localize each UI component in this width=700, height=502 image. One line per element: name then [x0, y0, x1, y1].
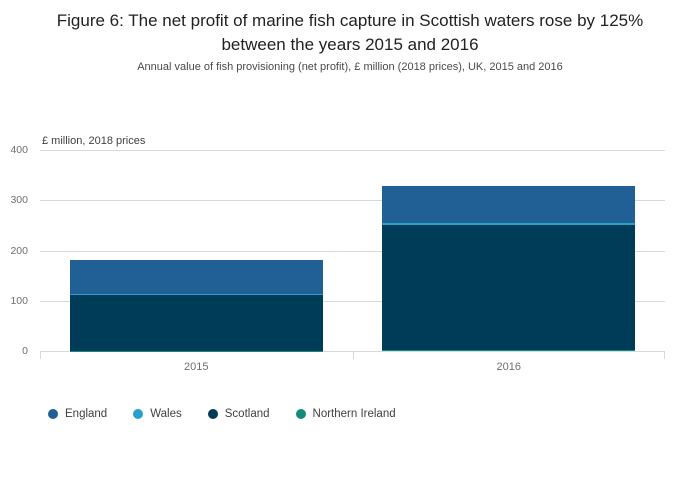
y-tick-label: 200 — [10, 244, 28, 257]
legend-item-northern-ireland[interactable]: Northern Ireland — [295, 408, 396, 420]
bar-segment-england-2015 — [69, 260, 323, 294]
y-tick-label: 0 — [22, 345, 28, 357]
legend: England Wales Scotland Northern Ireland — [48, 408, 396, 420]
x-axis: 2015 2016 — [40, 352, 665, 378]
legend-item-scotland[interactable]: Scotland — [207, 408, 270, 420]
y-tick-label: 100 — [10, 294, 28, 307]
legend-item-england[interactable]: England — [48, 408, 107, 420]
axis-tick — [40, 352, 41, 359]
gridline — [40, 300, 665, 302]
legend-label: Scotland — [224, 408, 270, 420]
bar-segment-wales-2015 — [69, 293, 323, 296]
legend-label: Northern Ireland — [312, 408, 396, 420]
axis-tick — [352, 352, 354, 359]
gridline — [40, 150, 665, 151]
legend-dot-scotland — [207, 409, 218, 419]
y-axis: 0 100 200 300 400 — [0, 144, 32, 357]
x-tick-label: 2016 — [496, 361, 521, 373]
bar-segment-wales-2016 — [382, 223, 636, 226]
chart-title: Figure 6: The net profit of marine fish … — [56, 11, 644, 54]
bar-segment-england-2016 — [382, 186, 636, 224]
bar-segment-scotland-2016 — [382, 225, 636, 350]
legend-label: Wales — [150, 408, 182, 420]
x-tick-label: 2015 — [184, 361, 209, 373]
plot-area — [40, 150, 665, 352]
y-axis-unit-label: £ million, 2018 prices — [42, 135, 146, 147]
chart-subtitle: Annual value of fish provisioning (net p… — [137, 61, 563, 73]
legend-item-wales[interactable]: Wales — [133, 408, 182, 420]
axis-tick — [664, 352, 665, 359]
bar-segment-northern-ireland-2016 — [382, 350, 636, 351]
y-tick-label: 400 — [10, 144, 28, 156]
legend-label: England — [65, 408, 108, 420]
legend-dot-england — [48, 409, 58, 419]
gridline — [40, 200, 665, 202]
legend-dot-northern-ireland — [295, 409, 306, 419]
y-tick-label: 300 — [10, 194, 28, 207]
gridline — [40, 250, 665, 252]
bar-segment-scotland-2015 — [69, 295, 323, 351]
bar-segment-northern-ireland-2015 — [69, 350, 323, 351]
legend-dot-wales — [133, 409, 144, 419]
